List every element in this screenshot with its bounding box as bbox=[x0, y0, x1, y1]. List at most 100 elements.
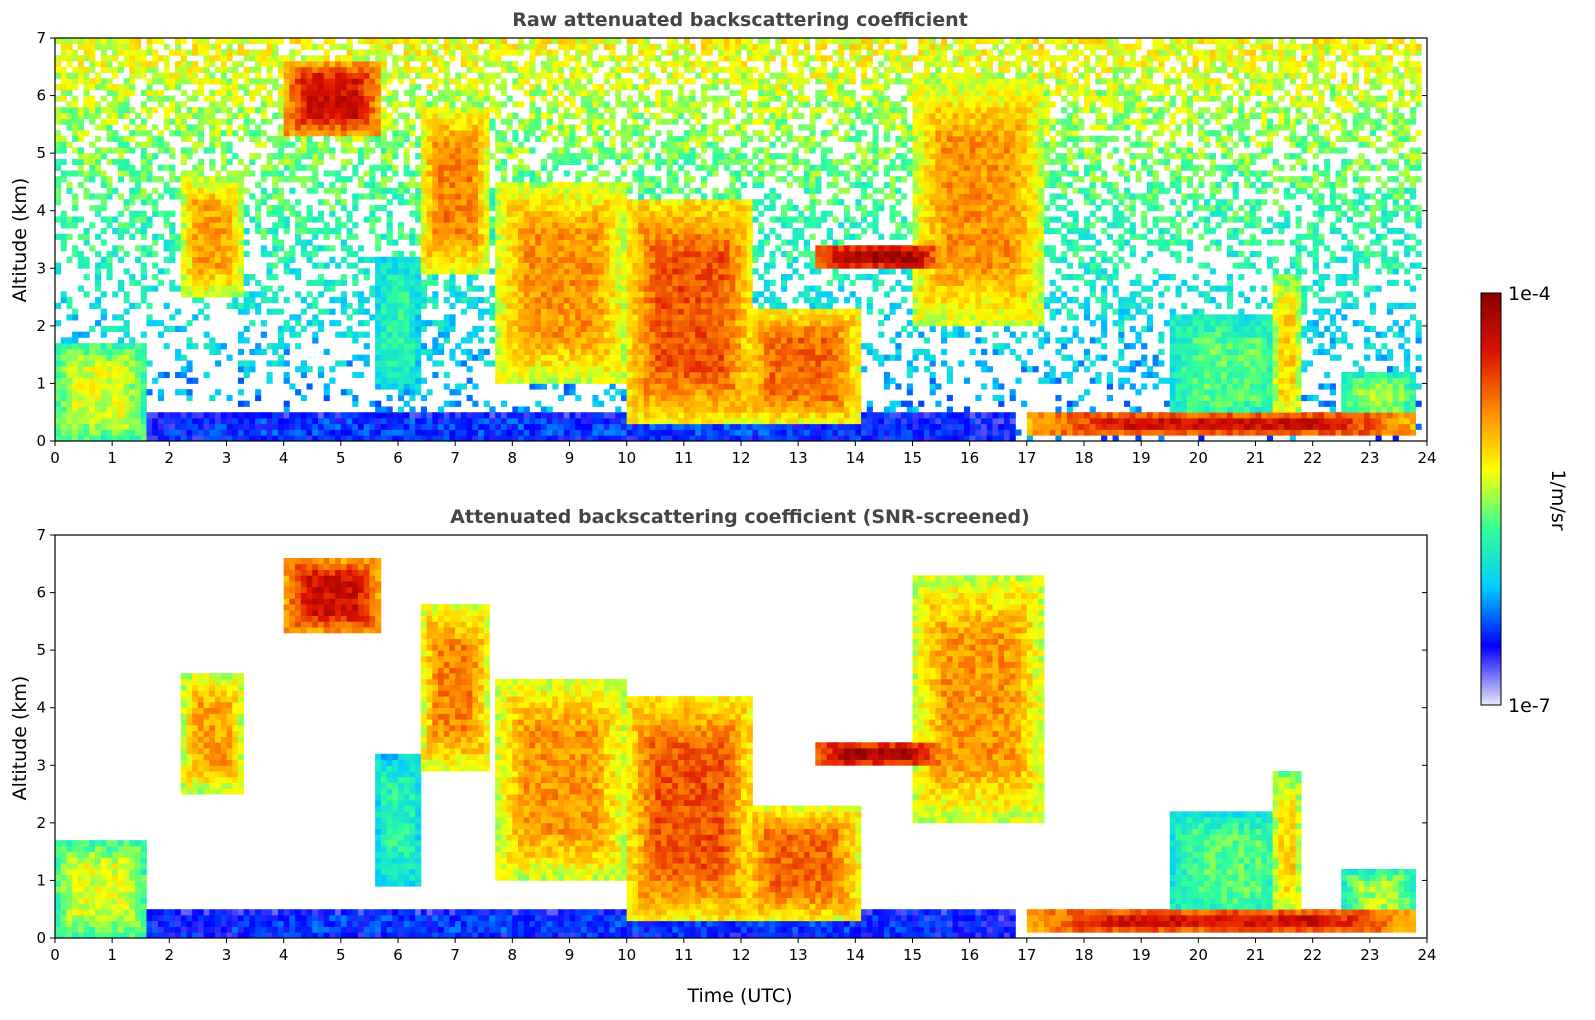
heatmap-cell bbox=[89, 107, 96, 114]
heatmap-cell bbox=[277, 124, 285, 131]
heatmap-cell bbox=[569, 112, 576, 119]
heatmap-cell bbox=[295, 112, 302, 119]
heatmap-cell bbox=[237, 193, 245, 200]
heatmap-cell bbox=[357, 423, 365, 430]
heatmap-cell bbox=[649, 423, 656, 430]
heatmap-cell bbox=[317, 262, 325, 269]
heatmap-cell bbox=[449, 147, 456, 154]
heatmap-cell bbox=[186, 435, 193, 442]
heatmap-cell bbox=[123, 360, 130, 367]
heatmap-cell bbox=[129, 199, 136, 206]
heatmap-cell bbox=[123, 61, 130, 68]
heatmap-cell bbox=[495, 135, 502, 143]
heatmap-cell bbox=[603, 325, 610, 333]
heatmap-cell bbox=[489, 337, 496, 344]
heatmap-cell bbox=[277, 417, 285, 425]
heatmap-cell bbox=[386, 239, 393, 246]
heatmap-cell bbox=[100, 107, 107, 114]
heatmap-cell bbox=[95, 354, 102, 361]
heatmap-cell bbox=[129, 377, 136, 384]
heatmap-cell bbox=[243, 112, 250, 119]
heatmap-cell bbox=[266, 49, 273, 56]
heatmap-cell bbox=[523, 366, 530, 373]
heatmap-cell bbox=[215, 124, 222, 131]
heatmap-cell bbox=[215, 43, 222, 50]
heatmap-cell bbox=[523, 337, 530, 344]
heatmap-cell bbox=[472, 170, 479, 177]
heatmap-cell bbox=[432, 268, 439, 275]
heatmap-cell bbox=[380, 130, 387, 137]
heatmap-cell bbox=[175, 66, 182, 73]
heatmap-cell bbox=[175, 84, 182, 91]
heatmap-cell bbox=[449, 389, 456, 396]
heatmap-cell bbox=[529, 176, 536, 183]
heatmap-cell bbox=[255, 66, 262, 73]
heatmap-cell bbox=[197, 227, 205, 235]
heatmap-cell bbox=[398, 348, 405, 356]
heatmap-cell bbox=[192, 66, 199, 73]
heatmap-cell bbox=[226, 256, 233, 263]
heatmap-cell bbox=[66, 400, 73, 407]
heatmap-cell bbox=[638, 285, 645, 292]
heatmap-cell bbox=[500, 314, 508, 321]
heatmap-cell bbox=[220, 245, 227, 252]
heatmap-cell bbox=[346, 141, 353, 148]
heatmap-cell bbox=[615, 193, 622, 200]
heatmap-cell bbox=[277, 72, 285, 79]
heatmap-cell bbox=[352, 89, 359, 96]
heatmap-cell bbox=[483, 38, 490, 45]
heatmap-cell bbox=[415, 268, 422, 275]
heatmap-cell bbox=[272, 84, 279, 91]
heatmap-cell bbox=[558, 204, 565, 212]
heatmap-cell bbox=[95, 107, 102, 114]
heatmap-cell bbox=[83, 394, 90, 402]
heatmap-cell bbox=[272, 417, 279, 425]
heatmap-cell bbox=[55, 199, 62, 206]
heatmap-cell bbox=[449, 325, 456, 333]
heatmap-cell bbox=[626, 38, 633, 45]
heatmap-cell bbox=[415, 343, 422, 350]
heatmap-cell bbox=[83, 291, 90, 298]
heatmap-cell bbox=[620, 210, 628, 217]
heatmap-cell bbox=[260, 331, 267, 338]
heatmap-cell bbox=[535, 170, 542, 177]
heatmap-cell bbox=[460, 239, 467, 246]
heatmap-cell bbox=[129, 412, 136, 419]
heatmap-cell bbox=[598, 245, 605, 252]
heatmap-cell bbox=[306, 320, 313, 327]
heatmap-cell bbox=[500, 141, 508, 148]
heatmap-cell bbox=[180, 135, 187, 143]
heatmap-cell bbox=[72, 199, 79, 206]
heatmap-cell bbox=[598, 181, 605, 189]
heatmap-cell bbox=[117, 66, 124, 73]
heatmap-cell bbox=[283, 118, 290, 125]
heatmap-cell bbox=[552, 291, 559, 298]
heatmap-cell bbox=[432, 72, 439, 79]
heatmap-cell bbox=[426, 245, 433, 252]
heatmap-cell bbox=[483, 130, 490, 137]
heatmap-cell bbox=[392, 302, 399, 309]
heatmap-cell bbox=[478, 170, 485, 177]
heatmap-cell bbox=[375, 72, 382, 79]
heatmap-cell bbox=[483, 360, 490, 367]
heatmap-cell bbox=[512, 112, 519, 119]
heatmap-cell bbox=[632, 170, 639, 177]
heatmap-cell bbox=[329, 43, 336, 50]
heatmap-cell bbox=[260, 291, 267, 298]
heatmap-cell bbox=[466, 233, 473, 240]
heatmap-cell bbox=[169, 107, 176, 114]
heatmap-cell bbox=[232, 227, 239, 235]
heatmap-cell bbox=[209, 78, 216, 85]
heatmap-cell bbox=[249, 297, 256, 304]
heatmap-cell bbox=[575, 343, 582, 350]
heatmap-cell bbox=[363, 141, 370, 148]
heatmap-cell bbox=[232, 268, 239, 275]
heatmap-cell bbox=[420, 227, 427, 235]
heatmap-cell bbox=[460, 43, 467, 50]
heatmap-cell bbox=[420, 181, 427, 189]
heatmap-cell bbox=[140, 331, 147, 338]
heatmap-cell bbox=[489, 216, 496, 223]
heatmap-cell bbox=[483, 124, 490, 131]
heatmap-cell bbox=[283, 256, 290, 263]
heatmap-cell bbox=[100, 176, 107, 183]
